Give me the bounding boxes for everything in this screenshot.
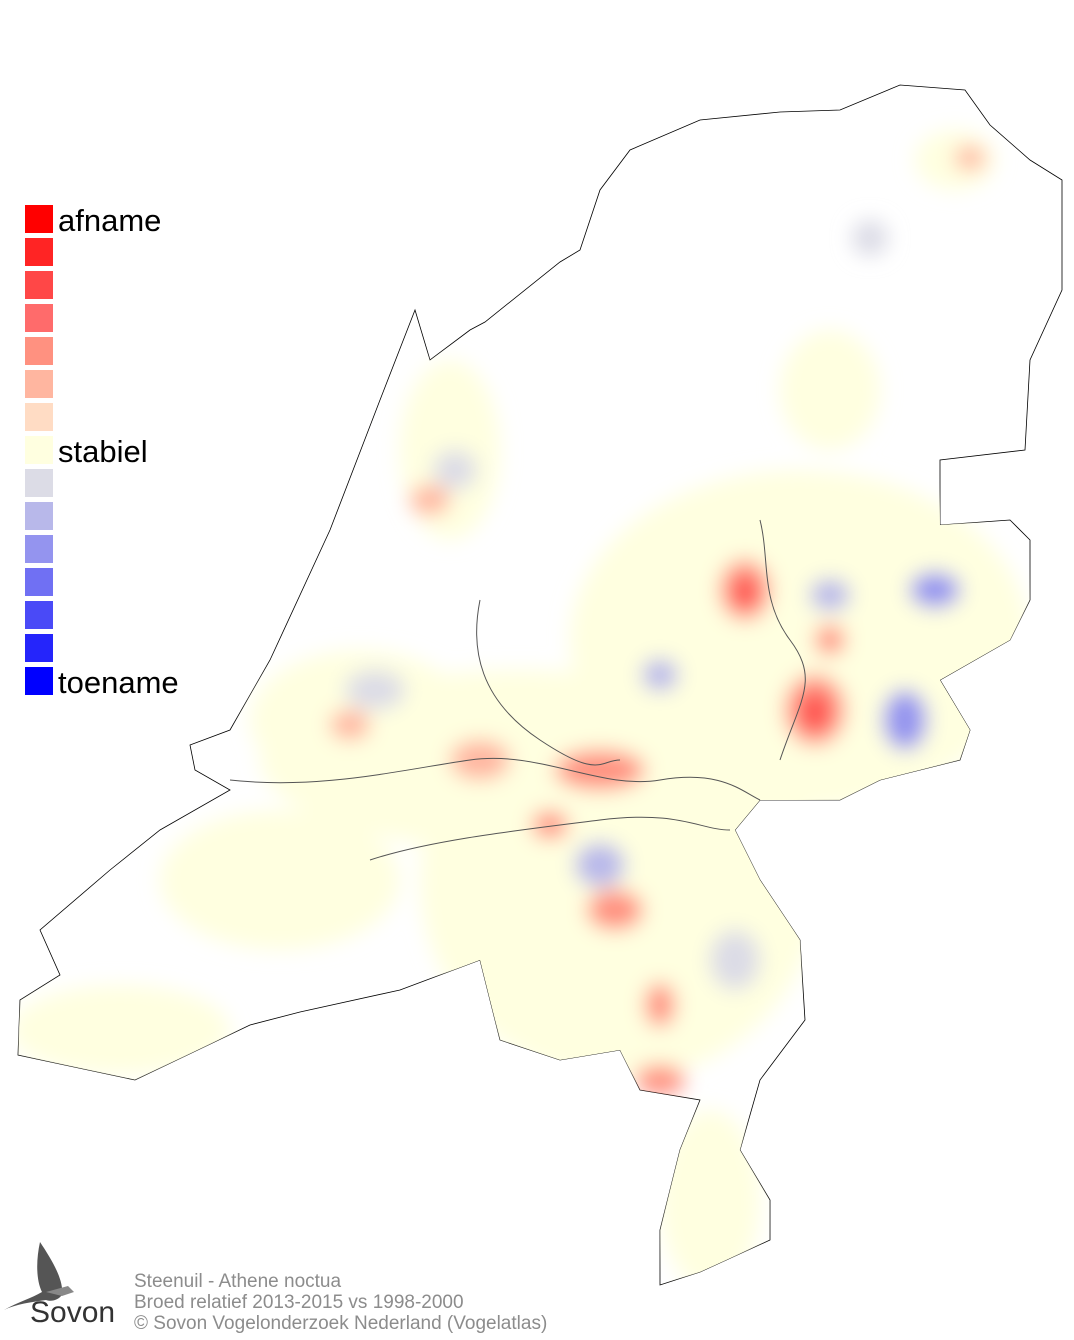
legend-label-stabiel: stabiel (58, 434, 148, 469)
legend-label-afname: afname (58, 203, 162, 238)
copyright: © Sovon Vogelonderzoek Nederland (Vogela… (134, 1313, 548, 1334)
rivers (229, 519, 806, 861)
legend-swatch (25, 634, 53, 662)
legend-swatch (25, 304, 53, 332)
legend-swatch (25, 238, 53, 266)
legend-swatch (25, 469, 53, 497)
trend-surface (18, 130, 1030, 1285)
legend-swatch (25, 370, 53, 398)
legend-label-toename: toename (58, 665, 179, 700)
sovon-swallow-logo-icon (4, 1242, 74, 1310)
legend-swatch (25, 436, 53, 464)
legend-swatch (25, 403, 53, 431)
legend-swatch (25, 667, 53, 695)
legend-swatch (25, 502, 53, 530)
species-name: Steenuil - Athene noctua (134, 1271, 342, 1292)
legend-swatch (25, 535, 53, 563)
legend-swatch (25, 271, 53, 299)
legend-swatch (25, 601, 53, 629)
map-subtitle: Broed relatief 2013-2015 vs 1998-2000 (134, 1292, 464, 1313)
legend-swatch (25, 205, 53, 233)
map-caption: Steenuil - Athene noctua Broed relatief … (134, 1271, 547, 1334)
sovon-logo-text: Sovon (30, 1296, 116, 1329)
legend-swatch (25, 568, 53, 596)
legend-swatch (25, 337, 53, 365)
